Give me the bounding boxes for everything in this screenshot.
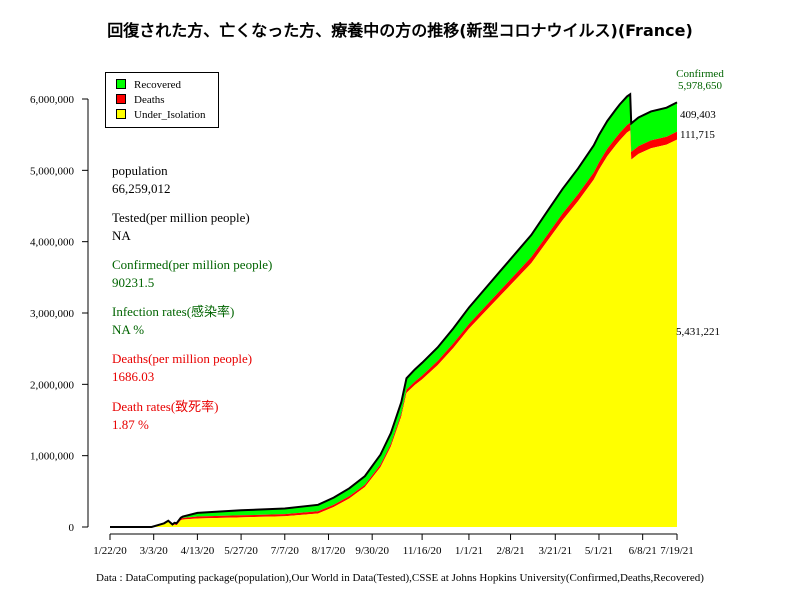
stat-tested-label: Tested(per million people): [112, 210, 250, 225]
x-tick-label: 5/1/21: [585, 545, 613, 557]
x-tick-label: 1/1/21: [455, 545, 483, 557]
x-tick-label: 7/7/20: [271, 545, 300, 557]
end-label-recovered: 409,403: [680, 109, 716, 121]
stat-tested-value: NA: [112, 228, 131, 243]
area-under-isolation: [110, 130, 677, 528]
stat-death-rate-label: Death rates(致死率): [112, 399, 219, 414]
legend-swatch-under-isolation: [116, 109, 126, 120]
legend-label-under-isolation: Under_Isolation: [134, 109, 206, 121]
stat-tested: Tested(per million people) NA: [112, 209, 250, 245]
stat-confirmed: Confirmed(per million people) 90231.5: [112, 256, 272, 292]
stat-infection-rate: Infection rates(感染率) NA %: [112, 303, 234, 339]
end-label-confirmed-title: Confirmed: [676, 68, 724, 80]
x-tick-label: 9/30/20: [355, 545, 389, 557]
stat-infection-value: NA %: [112, 322, 145, 337]
x-tick-label: 3/3/20: [140, 545, 169, 557]
x-tick-label: 3/21/21: [538, 545, 572, 557]
stat-confirmed-value: 90231.5: [112, 275, 155, 290]
chart-legend: Recovered Deaths Under_Isolation: [105, 72, 219, 128]
x-tick-label: 2/8/21: [496, 545, 524, 557]
stat-population-value: 66,259,012: [112, 181, 171, 196]
legend-item-deaths: Deaths: [116, 93, 165, 107]
stat-deaths: Deaths(per million people) 1686.03: [112, 350, 252, 386]
stat-population-label: population: [112, 163, 168, 178]
y-tick-label: 3,000,000: [30, 308, 75, 320]
stat-deaths-label: Deaths(per million people): [112, 351, 253, 366]
end-label-confirmed-value: 5,978,650: [678, 80, 722, 92]
y-tick-label: 5,000,000: [30, 165, 75, 177]
x-tick-label: 5/27/20: [224, 545, 258, 557]
x-tick-label: 11/16/20: [403, 545, 442, 557]
y-tick-label: 6,000,000: [30, 94, 75, 106]
legend-item-under-isolation: Under_Isolation: [116, 108, 205, 122]
x-tick-label: 4/13/20: [181, 545, 215, 557]
x-tick-label: 6/8/21: [629, 545, 657, 557]
data-source-footer: Data : DataComputing package(population)…: [96, 572, 704, 584]
y-tick-label: 2,000,000: [30, 379, 75, 391]
legend-item-recovered: Recovered: [116, 78, 181, 92]
series-line-confirmed: [110, 92, 678, 528]
y-tick-label: 0: [69, 522, 75, 534]
stat-population: population 66,259,012: [112, 162, 171, 198]
end-label-deaths: 111,715: [680, 129, 715, 141]
y-tick-label: 1,000,000: [30, 451, 75, 463]
end-label-confirmed: Confirmed 5,978,650: [674, 68, 726, 92]
stat-deaths-value: 1686.03: [112, 369, 155, 384]
chart-title: 回復された方、亡くなった方、療養中の方の推移(新型コロナウイルス)(France…: [107, 21, 693, 40]
end-label-under-isolation: 5,431,221: [676, 326, 720, 338]
stat-death-rate: Death rates(致死率) 1.87 %: [112, 398, 219, 434]
stat-infection-label: Infection rates(感染率): [112, 304, 235, 319]
x-tick-label: 7/19/21: [660, 545, 694, 557]
legend-label-deaths: Deaths: [134, 94, 165, 106]
legend-label-recovered: Recovered: [134, 79, 182, 91]
stat-death-rate-value: 1.87 %: [112, 417, 149, 432]
x-tick-label: 8/17/20: [312, 545, 346, 557]
legend-swatch-deaths: [116, 94, 126, 105]
legend-swatch-recovered: [116, 79, 126, 90]
stat-confirmed-label: Confirmed(per million people): [112, 257, 273, 272]
x-tick-label: 1/22/20: [93, 545, 127, 557]
y-tick-label: 4,000,000: [30, 237, 75, 249]
